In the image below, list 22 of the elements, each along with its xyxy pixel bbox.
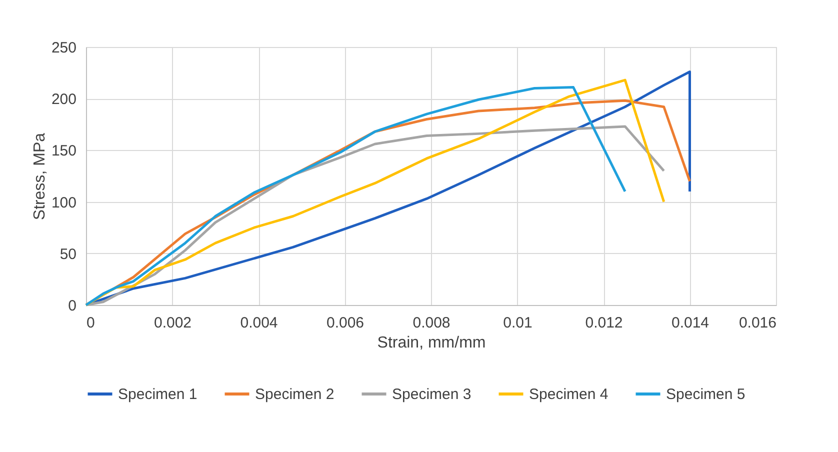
y-tick-label: 150 (51, 142, 76, 160)
y-axis-title: Stress, MPa (31, 132, 48, 220)
y-tick-label: 100 (51, 194, 76, 212)
legend-label: Specimen 1 (118, 386, 198, 403)
y-tick-label: 50 (60, 246, 76, 263)
x-tick-label: 0.012 (585, 314, 623, 332)
legend-label: Specimen 3 (392, 386, 472, 403)
x-axis-title: Strain, mm/mm (377, 334, 486, 352)
legend-label: Specimen 5 (666, 386, 746, 403)
x-tick-label: 0.016 (738, 314, 776, 332)
x-tick-label: 0 (86, 314, 95, 332)
x-tick-label: 0.006 (326, 314, 364, 332)
legend-label: Specimen 2 (255, 386, 334, 403)
x-tick-label: 0.008 (412, 314, 450, 332)
x-tick-label: 0.01 (503, 314, 532, 332)
legend-label: Specimen 4 (529, 386, 608, 403)
y-tick-label: 0 (68, 298, 76, 314)
y-tick-label: 200 (51, 91, 76, 108)
y-tick-label: 250 (51, 40, 76, 56)
x-tick-label: 0.004 (240, 314, 278, 332)
x-tick-label: 0.014 (671, 314, 710, 332)
x-tick-label: 0.002 (154, 314, 192, 332)
